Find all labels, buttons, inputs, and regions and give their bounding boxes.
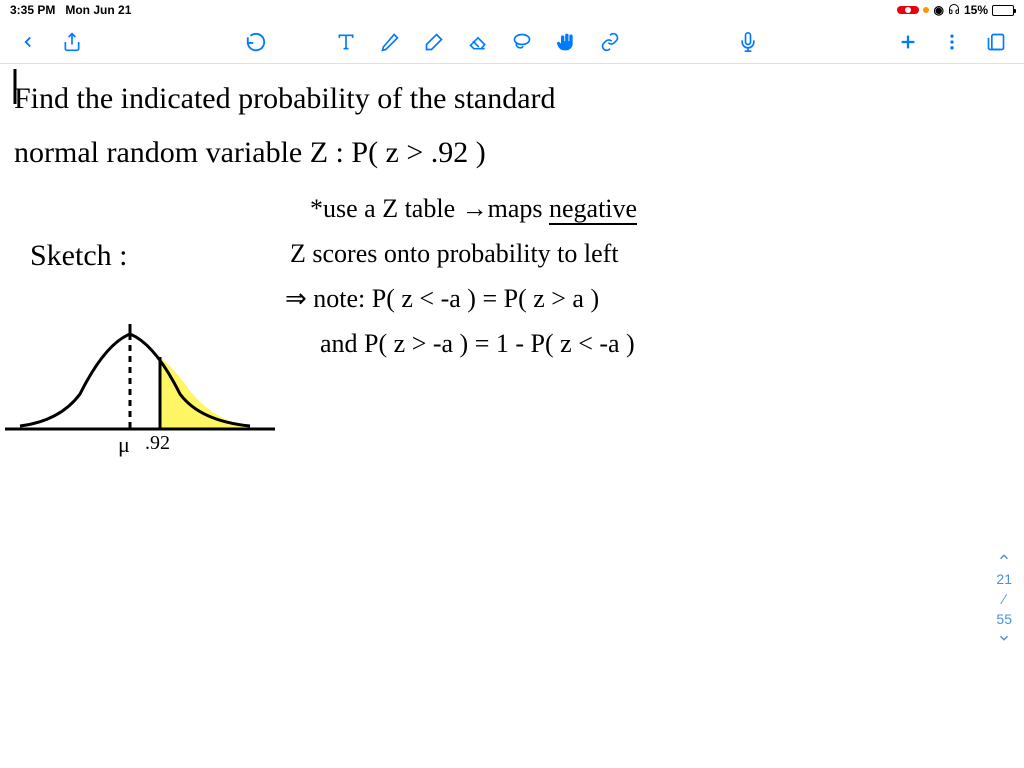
mic-in-use-dot-icon xyxy=(923,7,929,13)
page-current: 21 xyxy=(996,571,1012,587)
back-button[interactable] xyxy=(16,30,40,54)
page-total: 55 xyxy=(996,611,1012,627)
bell-curve-sketch xyxy=(0,299,280,459)
text-tool-button[interactable] xyxy=(334,30,358,54)
note-canvas[interactable]: Find the indicated probability of the st… xyxy=(0,64,1024,768)
page-slash: ∕ xyxy=(1003,591,1005,607)
pages-button[interactable] xyxy=(984,30,1008,54)
hand-tool-button[interactable] xyxy=(554,30,578,54)
hw-line6: and P( z > -a ) = 1 - P( z < -a ) xyxy=(320,329,635,359)
hw-sketch-label: Sketch : xyxy=(30,239,128,273)
page-down-button[interactable] xyxy=(997,631,1011,648)
hw-line1: Find the indicated probability of the st… xyxy=(14,82,556,116)
lasso-tool-button[interactable] xyxy=(510,30,534,54)
more-button[interactable] xyxy=(940,30,964,54)
highlighter-tool-button[interactable] xyxy=(422,30,446,54)
bell-curve xyxy=(20,334,250,426)
status-time: 3:35 PM xyxy=(10,3,55,17)
eraser-tool-button[interactable] xyxy=(466,30,490,54)
status-date: Mon Jun 21 xyxy=(65,3,131,17)
shaded-region xyxy=(160,357,245,429)
recording-indicator xyxy=(897,6,919,14)
microphone-button[interactable] xyxy=(736,30,760,54)
target-icon: ◉ xyxy=(933,3,943,17)
hw-line5: ⇒ note: P( z < -a ) = P( z > a ) xyxy=(285,284,599,314)
status-bar: 3:35 PM Mon Jun 21 ◉ 15% xyxy=(0,0,1024,20)
value-label: .92 xyxy=(145,432,170,455)
undo-button[interactable] xyxy=(244,30,268,54)
headphones-icon xyxy=(948,3,960,18)
hw-line4: Z scores onto probability to left xyxy=(290,239,619,269)
link-tool-button[interactable] xyxy=(598,30,622,54)
mu-label: μ xyxy=(118,432,130,458)
share-button[interactable] xyxy=(60,30,84,54)
recording-dot-icon xyxy=(905,7,911,13)
hw-line3b-underlined: negative xyxy=(549,194,637,225)
pen-tool-button[interactable] xyxy=(378,30,402,54)
toolbar xyxy=(0,20,1024,64)
add-button[interactable] xyxy=(896,30,920,54)
hw-line2: normal random variable Z : P( z > .92 ) xyxy=(14,136,486,170)
page-navigator: 21 ∕ 55 xyxy=(996,550,1012,648)
page-up-button[interactable] xyxy=(997,550,1011,567)
status-right: ◉ 15% xyxy=(897,3,1014,18)
battery-icon xyxy=(992,5,1014,16)
hw-line3a: *use a Z table →maps xyxy=(310,194,543,223)
status-left: 3:35 PM Mon Jun 21 xyxy=(10,3,131,17)
hw-line3: *use a Z table →maps negative xyxy=(310,194,637,224)
battery-percent: 15% xyxy=(964,3,988,17)
